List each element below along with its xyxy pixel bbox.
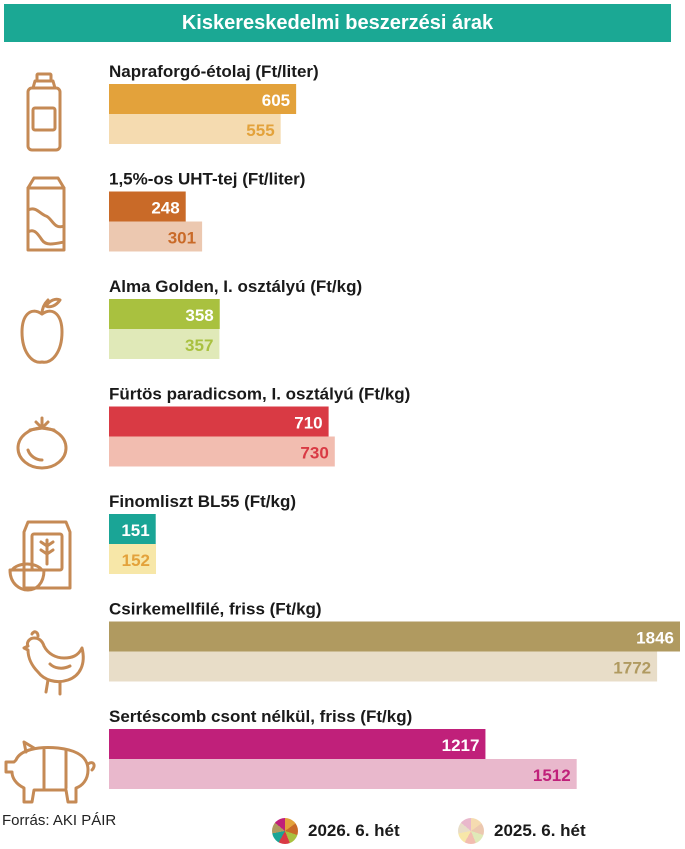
- value-label-previous-1: 301: [168, 229, 196, 248]
- bar-previous-3: [109, 436, 335, 467]
- legend-current-label: 2026. 6. hét: [308, 821, 400, 840]
- value-label-current-2: 358: [185, 306, 213, 325]
- value-label-current-4: 151: [121, 521, 149, 540]
- chicken-icon: [22, 630, 85, 696]
- value-label-previous-5: 1772: [613, 659, 651, 678]
- legend-previous-label: 2025. 6. hét: [494, 821, 586, 840]
- value-label-previous-2: 357: [185, 336, 213, 355]
- bar-current-6: [109, 729, 486, 759]
- bar-current-0: [109, 84, 297, 114]
- bar-previous-4: [109, 544, 157, 574]
- bar-current-3: [109, 406, 329, 437]
- apple-icon: [20, 297, 64, 364]
- bar-current-1: [109, 191, 186, 222]
- bar-previous-2: [109, 329, 220, 359]
- value-label-current-3: 710: [294, 414, 322, 433]
- category-label-4: Finomliszt BL55 (Ft/kg): [109, 492, 296, 511]
- value-label-previous-3: 730: [300, 444, 328, 463]
- pig-icon: [4, 740, 96, 804]
- bar-previous-1: [109, 221, 203, 252]
- source-note: Forrás: AKI PÁIR: [2, 812, 117, 829]
- value-label-previous-0: 555: [246, 121, 274, 140]
- value-label-current-0: 605: [262, 91, 290, 110]
- category-label-3: Fürtös paradicsom, I. osztályú (Ft/kg): [109, 385, 410, 404]
- milk-carton-icon: [26, 176, 66, 252]
- category-label-1: 1,5%-os UHT-tej (Ft/liter): [109, 170, 305, 189]
- legend-previous-swatch: [458, 818, 484, 844]
- bar-previous-0: [109, 114, 281, 144]
- chart-title: Kiskereskedelmi beszerzési árak: [4, 4, 671, 42]
- value-label-previous-4: 152: [122, 551, 150, 570]
- value-label-current-6: 1217: [442, 736, 480, 755]
- flour-sack-icon: [8, 520, 72, 592]
- category-label-0: Napraforgó-étolaj (Ft/liter): [109, 62, 319, 81]
- value-label-previous-6: 1512: [533, 766, 571, 785]
- bar-previous-6: [109, 759, 577, 789]
- category-label-5: Csirkemellfilé, friss (Ft/kg): [109, 600, 322, 619]
- value-label-current-1: 248: [151, 199, 179, 218]
- legend-previous: 2025. 6. hét: [458, 818, 586, 844]
- bar-previous-5: [109, 651, 658, 682]
- value-label-current-5: 1846: [636, 629, 674, 648]
- bar-current-4: [109, 514, 156, 544]
- legend-current-swatch: [272, 818, 298, 844]
- oil-bottle-icon: [26, 72, 62, 152]
- category-label-2: Alma Golden, I. osztályú (Ft/kg): [109, 277, 362, 296]
- bar-current-5: [109, 621, 680, 652]
- tomato-icon: [16, 416, 68, 470]
- legend-current: 2026. 6. hét: [272, 818, 400, 844]
- bar-current-2: [109, 299, 220, 329]
- category-label-6: Sertéscomb csont nélkül, friss (Ft/kg): [109, 707, 412, 726]
